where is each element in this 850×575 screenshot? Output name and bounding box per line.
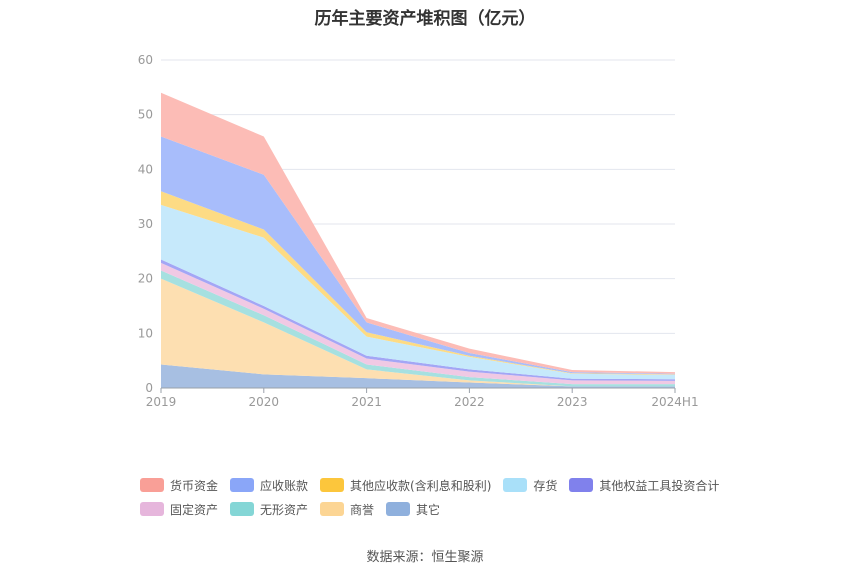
x-tick-label: 2020 <box>249 395 280 409</box>
legend-row: 固定资产 无形资产 商誉 其它 <box>140 497 760 521</box>
legend-item-商誉[interactable]: 商誉 <box>320 501 374 518</box>
x-tick-label: 2022 <box>454 395 485 409</box>
legend-swatch <box>140 478 164 492</box>
legend-item-其他权益工具投资合计[interactable]: 其他权益工具投资合计 <box>569 477 719 494</box>
legend-label: 其他权益工具投资合计 <box>599 478 720 493</box>
legend-item-货币资金[interactable]: 货币资金 <box>140 477 218 494</box>
area-应收账款 <box>161 136 675 375</box>
area-商誉 <box>161 278 675 387</box>
legend: 货币资金 应收账款 其他应收款(含利息和股利) 存货 其他权益工具投资合计固定资产 无形资… <box>140 473 760 521</box>
legend-item-其他应收款-含利息和股利-[interactable]: 其他应收款(含利息和股利) <box>320 477 491 494</box>
y-tick-label: 30 <box>138 217 153 231</box>
y-tick-label: 40 <box>138 162 153 176</box>
legend-label: 其它 <box>416 502 441 517</box>
area-存货 <box>161 204 675 380</box>
legend-item-无形资产[interactable]: 无形资产 <box>230 501 308 518</box>
legend-item-固定资产[interactable]: 固定资产 <box>140 501 218 518</box>
legend-row: 货币资金 应收账款 其他应收款(含利息和股利) 存货 其他权益工具投资合计 <box>140 473 760 497</box>
x-tick-label: 2024H1 <box>651 395 698 409</box>
legend-swatch <box>140 502 164 516</box>
legend-label: 应收账款 <box>260 478 309 493</box>
legend-item-应收账款[interactable]: 应收账款 <box>230 477 308 494</box>
legend-label: 其他应收款(含利息和股利) <box>350 478 492 493</box>
area-series <box>161 92 675 388</box>
legend-swatch <box>503 478 528 492</box>
legend-swatch <box>386 502 411 516</box>
axes: 0 10 20 30 40 50 60 2019 2020 2021 2022 2023 2024H1 <box>138 53 699 409</box>
legend-label: 商誉 <box>350 502 375 517</box>
y-tick-label: 50 <box>138 108 153 122</box>
y-tick-label: 20 <box>138 272 153 286</box>
y-tick-label: 60 <box>138 53 153 67</box>
y-tick-label: 0 <box>145 381 153 395</box>
legend-label: 货币资金 <box>170 478 219 493</box>
chart-title: 历年主要资产堆积图（亿元） <box>314 9 536 29</box>
legend-swatch <box>230 502 255 516</box>
legend-item-其它[interactable]: 其它 <box>386 501 440 518</box>
legend-label: 存货 <box>533 478 558 493</box>
legend-swatch <box>320 478 345 492</box>
legend-swatch <box>230 478 255 492</box>
x-tick-label: 2021 <box>351 395 382 409</box>
legend-label: 无形资产 <box>260 502 309 517</box>
legend-swatch <box>569 478 594 492</box>
area-货币资金 <box>161 92 675 374</box>
data-source: 数据来源：恒生聚源 <box>366 550 484 565</box>
x-tick-label: 2023 <box>557 395 588 409</box>
area-其它 <box>161 364 675 388</box>
legend-item-存货[interactable]: 存货 <box>503 477 557 494</box>
legend-label: 固定资产 <box>170 502 219 517</box>
x-tick-label: 2019 <box>146 395 177 409</box>
y-tick-label: 10 <box>138 326 153 340</box>
stacked-area-chart: 0 10 20 30 40 50 60 2019 2020 2021 2022 2023 2024H1 <box>138 53 699 409</box>
legend-swatch <box>320 502 345 516</box>
